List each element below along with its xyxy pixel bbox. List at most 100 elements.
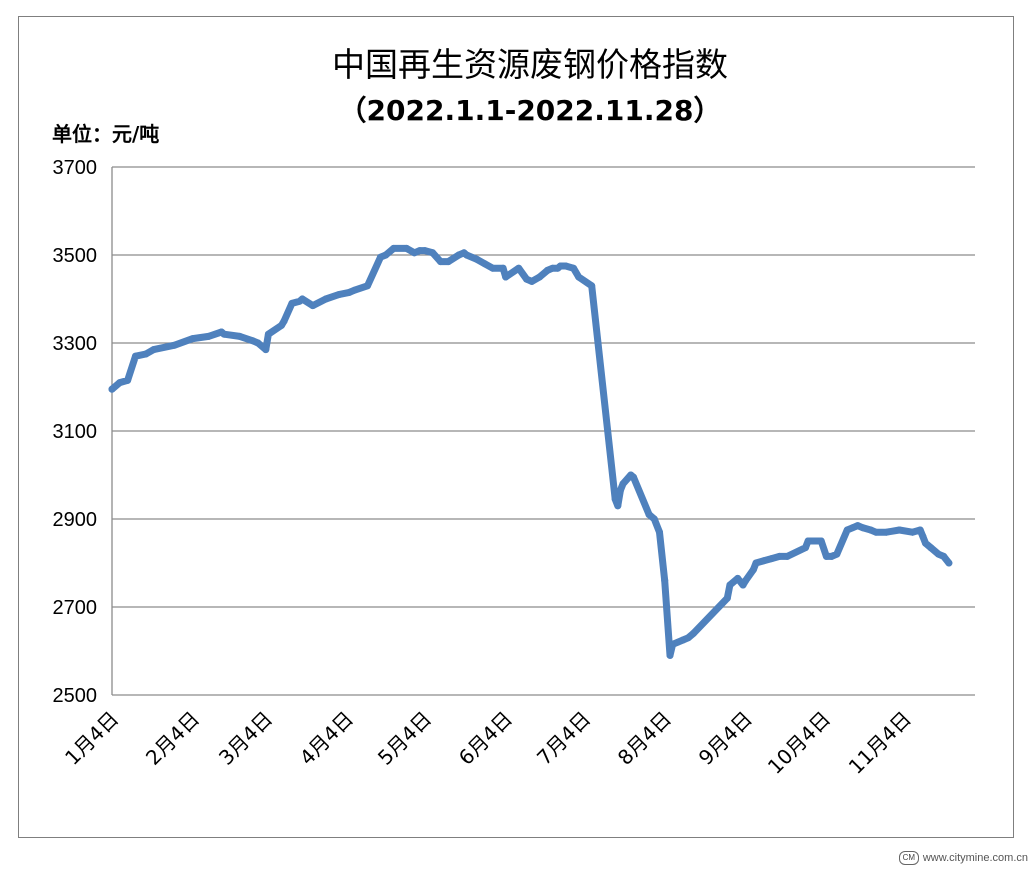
- data-point: [489, 264, 497, 272]
- data-point: [570, 264, 577, 272]
- data-point: [220, 330, 228, 338]
- data-point: [768, 555, 776, 563]
- x-tick-label: 9月4日: [694, 707, 757, 770]
- data-point: [666, 651, 674, 659]
- data-point: [833, 550, 841, 558]
- y-tick-label: 3100: [53, 421, 98, 443]
- data-point: [463, 251, 471, 259]
- data-point: [280, 317, 288, 325]
- x-tick-label: 5月4日: [373, 707, 436, 770]
- data-point: [499, 264, 507, 272]
- y-tick-label: 2500: [53, 685, 98, 707]
- data-point: [382, 251, 390, 259]
- data-point: [922, 539, 929, 547]
- x-tick-label: 3月4日: [214, 707, 277, 770]
- data-point: [776, 552, 783, 560]
- y-tick-label: 3700: [53, 157, 98, 179]
- data-point: [377, 253, 384, 261]
- y-tick-label: 2900: [53, 509, 98, 531]
- data-point: [410, 249, 418, 257]
- data-point: [429, 249, 437, 257]
- data-point: [945, 559, 953, 567]
- data-point: [614, 502, 622, 510]
- x-tick-label: 4月4日: [295, 707, 358, 770]
- data-point: [536, 273, 544, 281]
- y-axis-ticks: 2500 2700 2900 3100 3300 3500 3700: [53, 157, 98, 707]
- data-point: [661, 577, 669, 585]
- data-point: [124, 376, 132, 384]
- data-point: [421, 247, 429, 255]
- series-line-0: [108, 244, 953, 659]
- y-tick-label: 2700: [53, 597, 98, 619]
- data-point: [189, 335, 197, 343]
- data-point: [689, 629, 697, 637]
- data-point: [142, 350, 150, 358]
- grid-layer: [111, 166, 975, 696]
- x-tick-label: 2月4日: [141, 707, 204, 770]
- data-point: [528, 277, 536, 285]
- data-point: [288, 299, 296, 307]
- chart-frame: [18, 16, 1014, 838]
- data-point: [322, 295, 330, 303]
- data-point: [726, 581, 734, 589]
- data-point: [783, 552, 791, 560]
- data-point: [416, 247, 424, 255]
- data-point: [919, 533, 927, 541]
- data-point: [684, 634, 692, 642]
- x-tick-label: 8月4日: [613, 707, 676, 770]
- data-point: [749, 566, 757, 574]
- data-point: [804, 537, 812, 545]
- data-point: [859, 524, 867, 532]
- data-point: [588, 282, 596, 290]
- data-point: [473, 255, 481, 263]
- chart-subtitle: （2022.1.1-2022.11.28）: [339, 94, 722, 127]
- x-axis-ticks: 1月4日 2月4日 3月4日 4月4日 5月4日 6月4日 7月4日 8月4日 9月4日 10月4…: [60, 707, 916, 779]
- data-point: [205, 332, 212, 340]
- data-point: [556, 262, 564, 270]
- data-point: [927, 544, 935, 552]
- data-point: [940, 552, 948, 560]
- data-point: [908, 528, 916, 536]
- data-point: [335, 291, 343, 299]
- data-point: [515, 264, 523, 272]
- data-point: [298, 295, 306, 303]
- data-point: [502, 273, 510, 281]
- data-point: [734, 574, 742, 582]
- x-tick-label: 6月4日: [454, 707, 517, 770]
- x-tick-label: 1月4日: [60, 707, 123, 770]
- data-point: [481, 260, 489, 268]
- data-point: [132, 352, 139, 360]
- data-point: [616, 486, 624, 494]
- series-layer: [108, 244, 953, 659]
- data-point: [150, 346, 158, 354]
- data-point: [895, 526, 903, 534]
- unit-label: 单位：元/吨: [52, 122, 159, 146]
- data-point: [611, 495, 619, 503]
- data-point: [364, 282, 371, 290]
- data-point: [403, 244, 411, 252]
- data-point: [843, 526, 851, 534]
- data-point: [254, 339, 262, 347]
- watermark: CM www.citymine.com.cn: [898, 850, 1028, 866]
- chart-title: 中国再生资源废钢价格指数: [332, 45, 728, 84]
- data-point: [444, 258, 452, 266]
- watermark-text: www.citymine.com.cn: [922, 852, 1028, 864]
- data-point: [817, 537, 825, 545]
- x-tick-label: 11月4日: [844, 707, 916, 779]
- data-point: [822, 552, 830, 560]
- data-point: [760, 557, 768, 565]
- data-point: [309, 302, 317, 310]
- data-point: [575, 273, 583, 281]
- data-point: [645, 511, 653, 519]
- y-tick-label: 3500: [53, 245, 98, 267]
- data-point: [171, 341, 179, 349]
- data-point: [116, 379, 124, 387]
- data-point: [802, 544, 809, 552]
- x-tick-label: 10月4日: [763, 707, 835, 779]
- data-point: [351, 286, 358, 294]
- data-point: [742, 577, 750, 585]
- data-point: [619, 480, 627, 488]
- citymine-logo-icon: CM: [898, 851, 919, 865]
- data-point: [108, 385, 116, 393]
